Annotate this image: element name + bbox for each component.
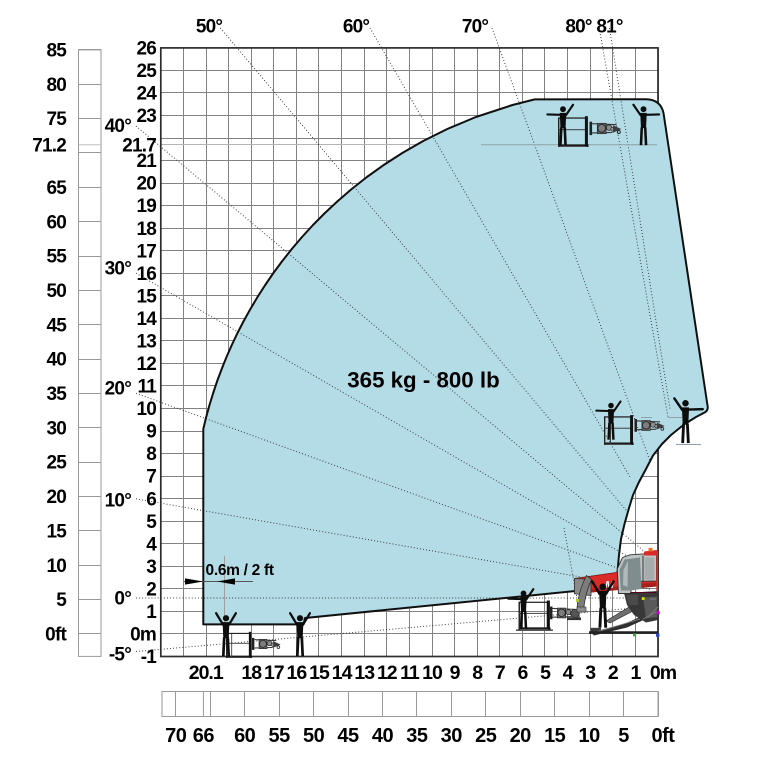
svg-text:40: 40 <box>372 725 394 747</box>
svg-text:21: 21 <box>136 151 157 172</box>
svg-text:20: 20 <box>510 725 532 747</box>
svg-text:15: 15 <box>136 286 157 307</box>
svg-text:55: 55 <box>46 247 67 268</box>
svg-text:5: 5 <box>56 590 67 611</box>
svg-text:7: 7 <box>495 662 505 684</box>
svg-text:60°: 60° <box>343 17 370 38</box>
svg-text:14: 14 <box>136 309 157 330</box>
svg-text:45: 45 <box>337 725 359 747</box>
svg-text:30: 30 <box>441 725 463 747</box>
svg-text:24: 24 <box>136 84 157 105</box>
svg-text:20: 20 <box>136 174 156 195</box>
svg-text:9: 9 <box>450 662 461 684</box>
svg-text:80°: 80° <box>565 17 592 38</box>
svg-text:35: 35 <box>406 725 428 747</box>
svg-text:3: 3 <box>585 662 596 684</box>
svg-text:11: 11 <box>400 662 420 684</box>
svg-text:10: 10 <box>136 399 156 420</box>
svg-text:0m: 0m <box>650 662 677 684</box>
svg-text:80: 80 <box>46 75 66 96</box>
svg-text:2: 2 <box>146 579 156 600</box>
svg-text:50: 50 <box>46 281 66 302</box>
svg-text:0°: 0° <box>114 589 131 610</box>
svg-text:0ft: 0ft <box>45 625 67 646</box>
svg-text:70: 70 <box>165 725 187 747</box>
svg-text:70°: 70° <box>462 17 489 38</box>
svg-text:20°: 20° <box>105 379 132 400</box>
svg-text:2: 2 <box>608 662 619 684</box>
svg-text:9: 9 <box>146 422 156 443</box>
svg-text:10: 10 <box>578 725 600 747</box>
svg-text:M: M <box>605 579 614 591</box>
svg-text:0ft: 0ft <box>652 725 676 747</box>
svg-text:365 kg - 800 lb: 365 kg - 800 lb <box>347 368 499 393</box>
svg-text:14: 14 <box>332 662 353 684</box>
svg-text:45: 45 <box>46 315 67 336</box>
svg-text:0m: 0m <box>130 625 156 646</box>
svg-text:-5°: -5° <box>109 645 131 666</box>
svg-text:12: 12 <box>377 662 398 684</box>
svg-text:6: 6 <box>146 489 156 510</box>
svg-text:8: 8 <box>146 444 156 465</box>
svg-text:5: 5 <box>540 662 551 684</box>
svg-text:15: 15 <box>46 521 67 542</box>
svg-text:66: 66 <box>193 725 215 747</box>
svg-text:19: 19 <box>136 196 156 217</box>
svg-text:20.1: 20.1 <box>189 662 224 684</box>
svg-text:6: 6 <box>517 662 528 684</box>
svg-text:26: 26 <box>136 39 156 60</box>
svg-text:21.7: 21.7 <box>122 135 156 156</box>
svg-text:5: 5 <box>618 725 629 747</box>
svg-text:30: 30 <box>46 418 66 439</box>
svg-text:4: 4 <box>146 534 157 555</box>
svg-text:25: 25 <box>136 61 157 82</box>
svg-text:18: 18 <box>136 219 156 240</box>
svg-text:30°: 30° <box>105 259 132 280</box>
svg-text:60: 60 <box>234 725 256 747</box>
svg-text:17: 17 <box>136 241 156 262</box>
svg-text:55: 55 <box>268 725 290 747</box>
svg-text:10: 10 <box>422 662 443 684</box>
svg-text:65: 65 <box>46 178 67 199</box>
svg-text:3: 3 <box>146 557 156 578</box>
svg-text:13: 13 <box>136 332 156 353</box>
svg-text:20: 20 <box>46 487 66 508</box>
svg-text:13: 13 <box>354 662 375 684</box>
svg-text:35: 35 <box>46 384 67 405</box>
svg-text:81°: 81° <box>596 17 623 38</box>
svg-text:11: 11 <box>138 377 158 398</box>
svg-text:0.6m / 2 ft: 0.6m / 2 ft <box>206 562 274 579</box>
svg-text:71.2: 71.2 <box>32 135 66 156</box>
svg-text:40: 40 <box>46 350 66 371</box>
svg-text:10: 10 <box>46 556 66 577</box>
svg-text:18: 18 <box>241 662 262 684</box>
svg-text:17: 17 <box>264 662 284 684</box>
svg-text:50: 50 <box>303 725 325 747</box>
svg-text:12: 12 <box>136 354 156 375</box>
svg-text:4: 4 <box>563 662 574 684</box>
svg-text:50°: 50° <box>196 17 223 38</box>
svg-text:8: 8 <box>472 662 483 684</box>
svg-text:15: 15 <box>309 662 330 684</box>
svg-text:5: 5 <box>146 512 157 533</box>
svg-text:10°: 10° <box>105 491 132 512</box>
svg-text:25: 25 <box>46 453 67 474</box>
svg-text:23: 23 <box>136 106 156 127</box>
svg-text:25: 25 <box>475 725 497 747</box>
svg-text:40°: 40° <box>105 116 132 137</box>
svg-text:7: 7 <box>146 467 156 488</box>
svg-text:16: 16 <box>136 264 156 285</box>
svg-text:75: 75 <box>46 109 67 130</box>
svg-text:-1: -1 <box>141 647 158 668</box>
svg-text:15: 15 <box>544 725 566 747</box>
svg-text:60: 60 <box>46 212 66 233</box>
svg-text:16: 16 <box>287 662 308 684</box>
svg-text:1: 1 <box>630 662 641 684</box>
svg-text:85: 85 <box>46 41 67 62</box>
svg-text:1: 1 <box>146 602 157 623</box>
